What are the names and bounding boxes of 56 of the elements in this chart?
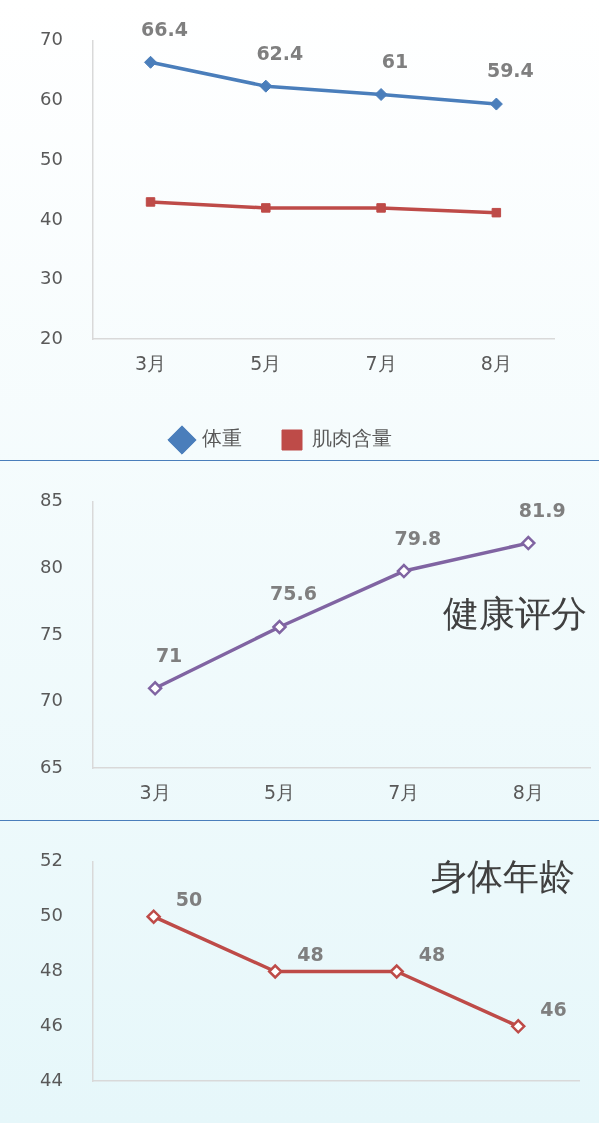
data-label: 50: [175, 888, 203, 911]
x-tick-label: 8月: [480, 351, 512, 374]
y-tick-label: 80: [40, 556, 63, 578]
point: [374, 88, 388, 102]
y-tick-label: 75: [40, 622, 63, 644]
y-tick-label: 60: [40, 88, 63, 110]
x-tick-label: 3月: [139, 780, 171, 803]
point: [376, 203, 386, 213]
point: [521, 535, 536, 551]
text: 健康评分: [442, 593, 587, 635]
data-label: 81.9: [518, 498, 566, 521]
data-label: 75.6: [270, 582, 317, 605]
y-tick-label: 52: [40, 849, 63, 871]
y-tick-label: 70: [40, 689, 63, 711]
y-tick-label: 46: [40, 1014, 63, 1036]
point: [147, 681, 163, 696]
y-tick-label: 85: [40, 489, 63, 511]
data-label: 61: [381, 49, 409, 72]
point: [259, 79, 273, 93]
y-tick-label: 50: [40, 904, 63, 926]
x-tick-label: 7月: [388, 780, 420, 803]
data-label: 62.4: [256, 41, 304, 64]
data-label: 66.4: [141, 17, 188, 40]
point: [510, 1019, 526, 1034]
y-tick-label: 44: [40, 1068, 63, 1090]
data-label: 48: [418, 942, 446, 965]
point: [396, 563, 412, 579]
data-label: 59.4: [486, 59, 534, 82]
legend-label: 体重: [202, 426, 242, 451]
point: [272, 619, 287, 635]
y-tick-label: 70: [40, 28, 63, 50]
legend-label: 肌肉含量: [312, 426, 392, 451]
x-tick-label: 5月: [263, 780, 296, 803]
data-label: 79.8: [394, 526, 442, 549]
x-tick-label: 5月: [250, 351, 282, 374]
y-tick-label: 50: [40, 147, 63, 169]
data-label: 48: [297, 942, 324, 965]
x-tick-label: 7月: [365, 351, 397, 374]
point: [146, 909, 161, 924]
point: [144, 55, 158, 69]
chart-title: 身体年龄: [431, 856, 575, 898]
point: [491, 207, 502, 218]
point: [261, 203, 271, 213]
y-tick-label: 20: [40, 326, 63, 348]
point: [489, 97, 503, 111]
data-label: 46: [540, 997, 567, 1020]
data-label: 71: [155, 643, 183, 666]
y-tick-label: 40: [40, 207, 63, 229]
x-tick-label: 3月: [134, 351, 167, 374]
point: [145, 197, 156, 207]
y-tick-label: 65: [40, 755, 63, 777]
point: [389, 964, 404, 979]
y-tick-label: 48: [40, 959, 63, 981]
x-tick-label: 8月: [512, 780, 544, 803]
y-tick-label: 30: [40, 267, 63, 289]
point: [267, 964, 283, 979]
